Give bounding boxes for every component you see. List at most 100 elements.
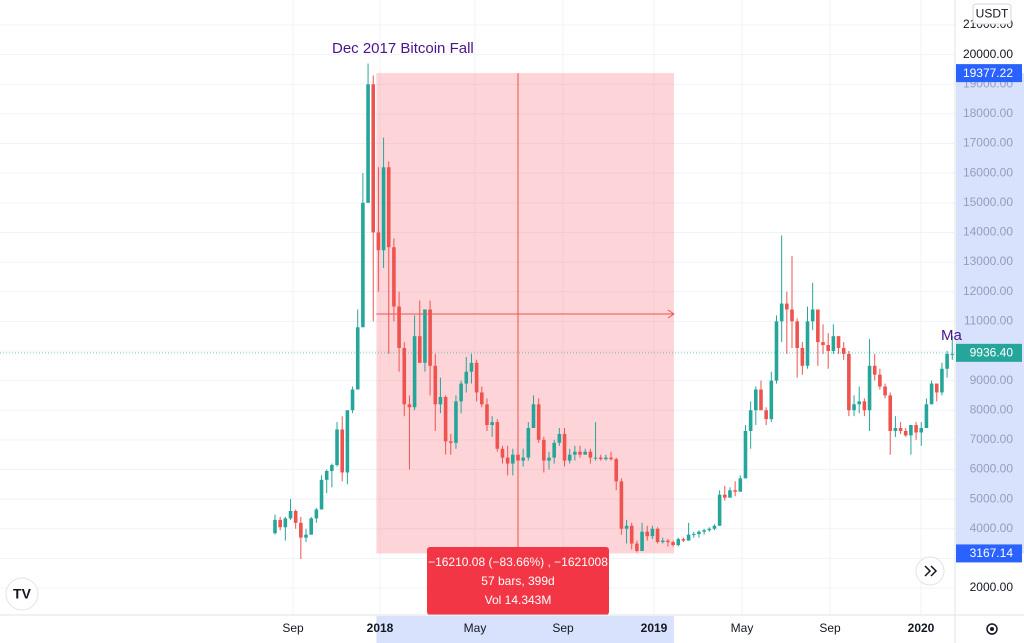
candle-body <box>826 345 830 351</box>
candle-body <box>619 481 624 529</box>
candle-body <box>567 454 572 461</box>
candle-body <box>273 519 277 534</box>
currency-badge[interactable] <box>972 3 1012 25</box>
candle-body <box>454 401 458 443</box>
candle-body <box>417 336 422 363</box>
candle-body <box>878 374 882 387</box>
candle-body <box>278 519 282 528</box>
measure-high-label-bg <box>956 64 1022 83</box>
candle-body <box>697 531 701 535</box>
candle-body <box>485 404 489 426</box>
candle-body <box>314 509 319 519</box>
candle-body <box>841 348 846 354</box>
candle-body <box>355 327 360 390</box>
currency-label: USDT <box>976 7 1009 21</box>
candle-body <box>448 441 453 443</box>
candle-body <box>774 321 779 381</box>
candle-body <box>914 425 918 433</box>
candle-body <box>805 321 810 366</box>
candle-body <box>624 525 629 529</box>
candle-body <box>702 530 706 532</box>
candle-body <box>299 522 303 538</box>
tv-logo[interactable]: TV <box>5 577 39 611</box>
candle-body <box>495 422 500 449</box>
candle-body <box>629 525 634 544</box>
candle-body <box>795 321 799 349</box>
candle-body <box>500 448 505 458</box>
candle-body <box>945 353 949 369</box>
candle-body <box>681 539 686 541</box>
candle-body <box>862 401 867 411</box>
candle-body <box>857 401 862 405</box>
candle-body <box>754 389 758 411</box>
candle-body <box>283 518 288 528</box>
candle-body <box>330 465 334 471</box>
settings-icon[interactable] <box>986 623 998 635</box>
x-tick-label: May <box>731 621 754 635</box>
candle-body <box>386 167 391 248</box>
candle-body <box>573 451 577 455</box>
measure-info <box>427 547 609 615</box>
candle-body <box>588 451 593 458</box>
measure-box <box>376 73 674 554</box>
candle-body <box>531 404 536 429</box>
candle-body <box>748 410 753 431</box>
measure-text: 57 bars, 399d <box>481 574 554 588</box>
annotation: Ma <box>941 327 962 344</box>
candle-body <box>521 457 525 461</box>
candle-body <box>759 389 763 411</box>
candle-body <box>402 348 407 405</box>
candle-body <box>557 433 562 443</box>
candle-body <box>397 306 401 349</box>
annotation: Dec 2017 Bitcoin Fall <box>332 40 474 57</box>
candle-body <box>893 428 898 431</box>
candle-body <box>381 167 386 251</box>
measure-text: −16210.08 (−83.66%) , −1621008 <box>428 555 608 569</box>
candle-body <box>831 336 836 351</box>
candle-body <box>304 534 308 538</box>
x-tick-label: 2018 <box>367 621 394 635</box>
candle-body <box>542 439 546 461</box>
candle-body <box>722 494 727 498</box>
time-range-highlight <box>376 616 674 643</box>
last-price-label-bg <box>956 343 1022 362</box>
price-range-highlight <box>956 73 1024 554</box>
candle-body <box>288 510 293 519</box>
candle-body <box>609 457 613 460</box>
candle-body <box>847 353 851 411</box>
candle-body <box>469 362 474 372</box>
candle-body <box>526 428 531 458</box>
candle-body <box>578 451 582 455</box>
candle-body <box>293 510 298 523</box>
last-price-label: 9936.40 <box>970 346 1014 360</box>
candle-body <box>392 247 396 307</box>
candle-body <box>459 383 463 402</box>
candle-body <box>583 451 587 455</box>
candle-body <box>598 457 603 460</box>
candle-body <box>919 428 924 433</box>
x-tick-label: Sep <box>552 621 574 635</box>
candle-body <box>940 368 944 393</box>
candle-body <box>324 470 329 480</box>
svg-text:TV: TV <box>13 586 32 602</box>
candle-body <box>464 371 469 384</box>
candle-body <box>309 518 313 535</box>
candle-body <box>872 365 877 375</box>
candle-body <box>671 542 675 546</box>
measure-high-label: 19377.22 <box>963 66 1013 80</box>
candle-body <box>635 543 639 551</box>
candle-body <box>852 404 856 411</box>
scroll-button[interactable] <box>915 556 945 586</box>
candle-body <box>821 342 825 346</box>
candle-body <box>366 84 370 203</box>
candle-body <box>645 531 650 537</box>
x-tick-label: May <box>464 621 487 635</box>
measure-text: Vol 14.343M <box>485 593 552 607</box>
candle-body <box>443 396 448 442</box>
candle-body <box>888 395 893 431</box>
candle-body <box>614 459 619 482</box>
candle-body <box>924 404 929 429</box>
candle-body <box>480 392 484 405</box>
candle-body <box>743 430 748 479</box>
candle-body <box>929 383 934 405</box>
